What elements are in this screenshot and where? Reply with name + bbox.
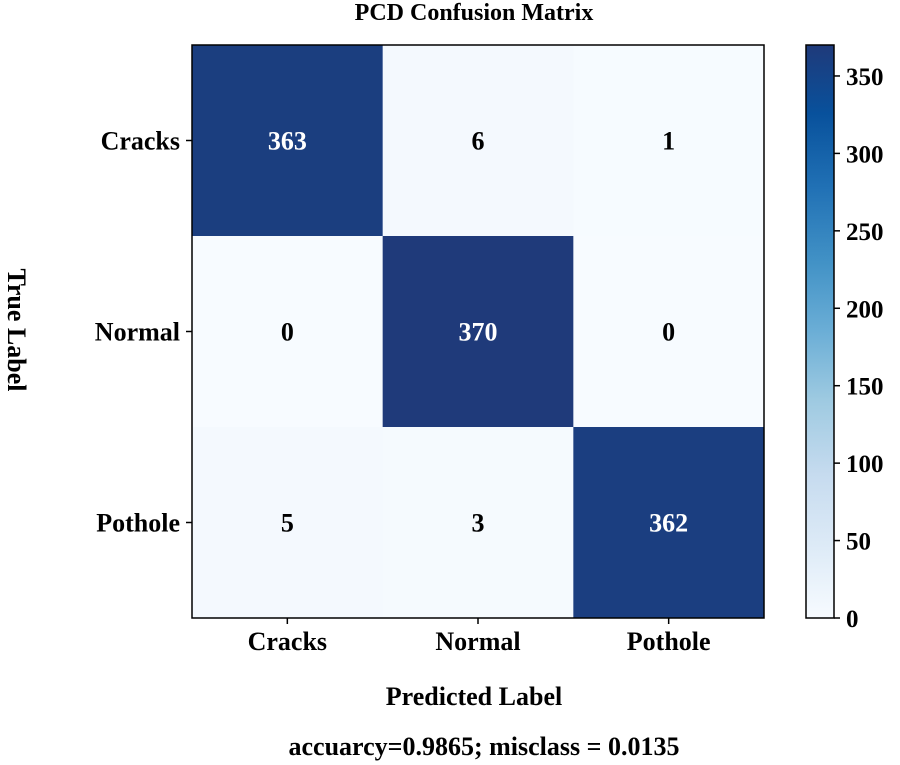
cell-value-label: 0 [662,318,675,347]
cell-value-label: 370 [459,318,498,347]
colorbar-tick-label: 250 [846,219,884,246]
heatmap-cell [382,45,574,237]
heatmap-cell [382,427,574,619]
y-axis-label: True Label [2,268,31,391]
colorbar-tick-label: 50 [846,529,871,556]
y-tick-label: Pothole [96,509,180,538]
heatmap-cell [573,427,765,619]
colorbar-tick-label: 300 [846,141,884,168]
colorbar-ticks: 0 50 100 150 200 250 300 350 [834,64,884,633]
colorbar-tick-label: 100 [846,451,884,478]
cell-value-label: 6 [472,127,485,156]
cell-value-label: 5 [281,509,294,538]
colorbar-tick-label: 350 [846,64,884,91]
heatmap-cell [192,45,384,237]
heatmap-cell [192,427,384,619]
x-tick-label: Cracks [248,627,327,656]
y-tick-label: Normal [95,318,180,347]
x-tick-label: Normal [435,627,520,656]
heatmap-cell [573,236,765,428]
heatmap-cell [573,45,765,237]
x-tick-label: Pothole [627,627,711,656]
accuracy-footer: accuarcy=0.9865; misclass = 0.0135 [289,732,680,761]
colorbar-tick-label: 200 [846,296,884,323]
colorbar-tick-label: 0 [846,606,859,633]
heatmap-cells [192,45,765,619]
colorbar [805,44,835,619]
cell-value-label: 363 [268,127,307,156]
y-tick-label: Cracks [101,127,180,156]
cell-value-label: 0 [281,318,294,347]
y-tick-labels: Cracks Normal Pothole [95,127,192,538]
heatmap-cell-labels: 363 6 1 0 370 0 5 3 362 [268,127,688,538]
heatmap-cell [382,236,574,428]
colorbar-tick-label: 150 [846,374,884,401]
x-tick-labels: Cracks Normal Pothole [248,618,711,656]
chart-title: PCD Confusion Matrix [355,0,594,26]
cell-value-label: 3 [472,509,485,538]
cell-value-label: 362 [649,509,688,538]
heatmap-cell [192,236,384,428]
x-axis-label: Predicted Label [386,682,562,711]
cell-value-label: 1 [662,127,675,156]
